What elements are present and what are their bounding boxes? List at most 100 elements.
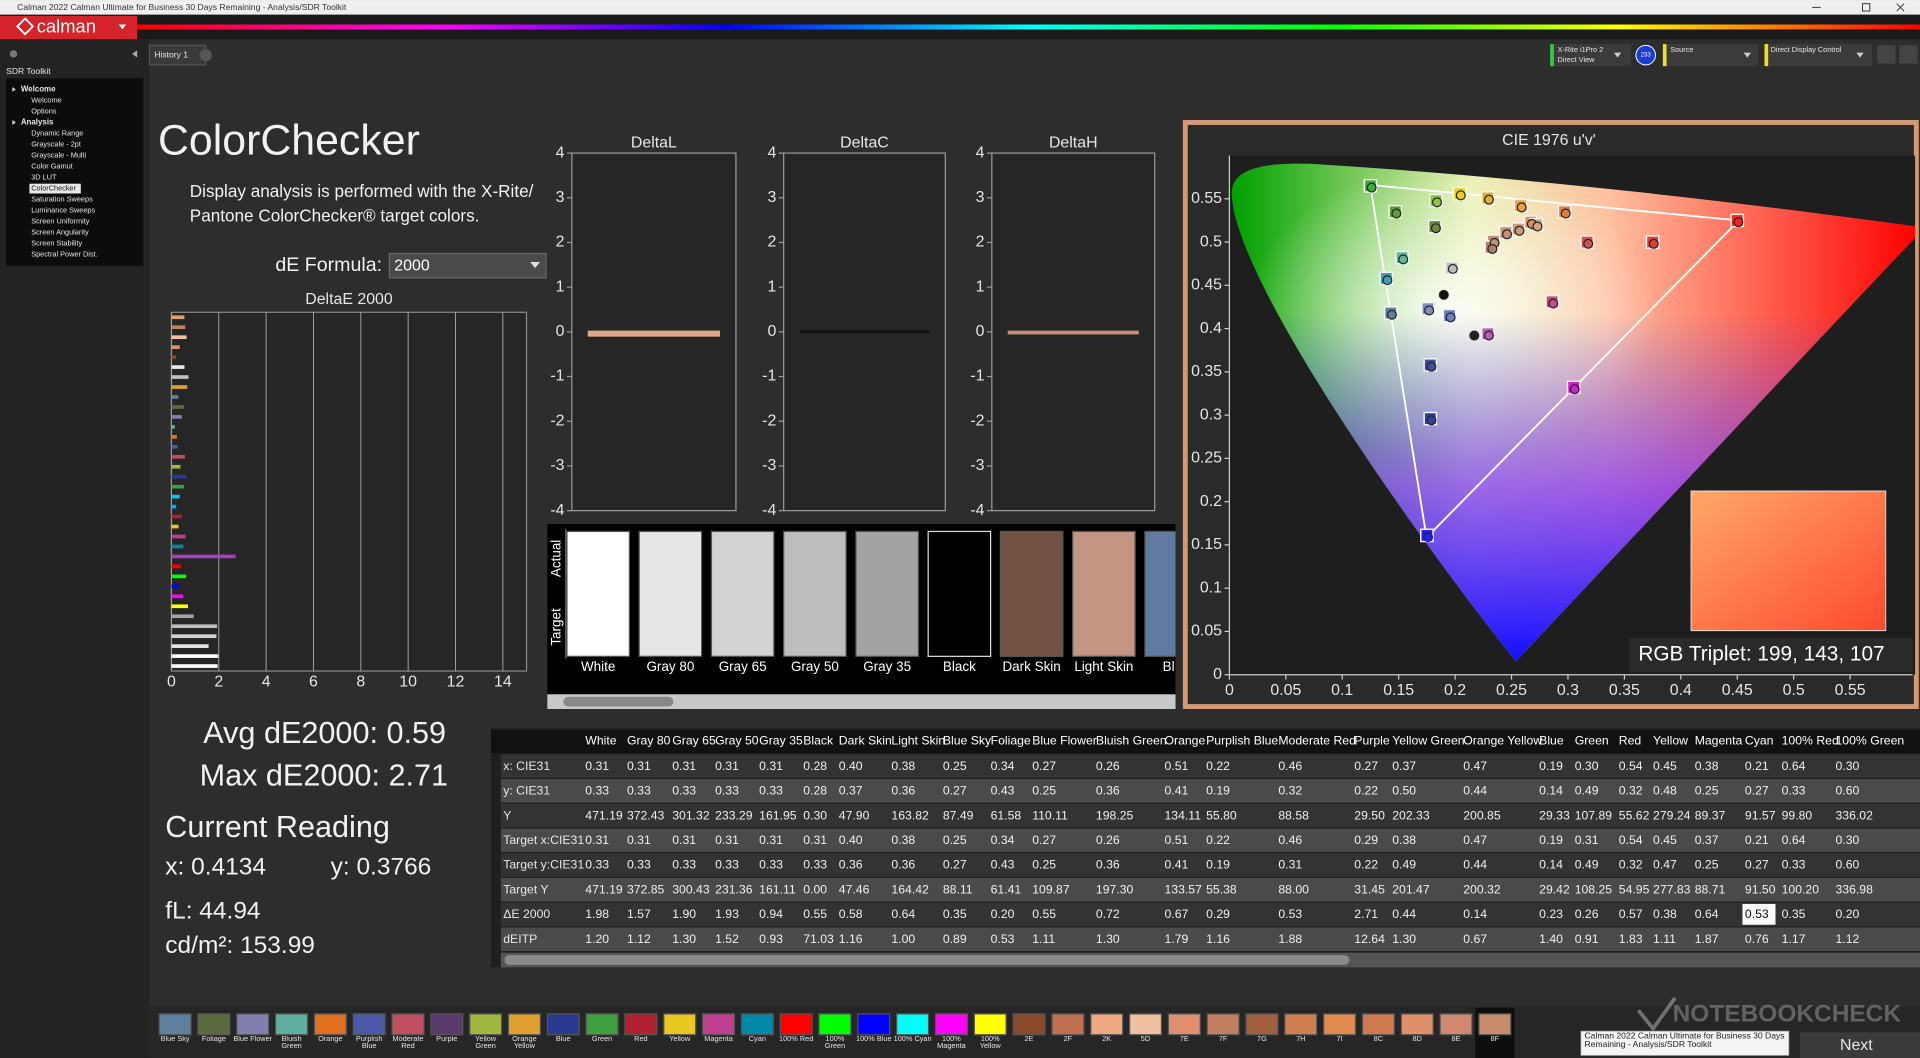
table-cell[interactable]: 0.38	[1653, 907, 1677, 921]
table-cell[interactable]: 0.55	[803, 907, 827, 921]
table-cell[interactable]: 61.41	[991, 882, 1022, 896]
patch[interactable]	[779, 1013, 813, 1036]
table-cell[interactable]: 71.03	[803, 932, 834, 946]
settings-button[interactable]	[1877, 45, 1896, 64]
table-cell[interactable]: 0.51	[1164, 759, 1188, 773]
table-cell[interactable]: 0.37	[1695, 833, 1719, 847]
table-cell[interactable]: 0.19	[1539, 833, 1563, 847]
table-cell[interactable]: 163.82	[891, 808, 929, 822]
table-cell[interactable]: 0.33	[1782, 858, 1806, 872]
table-cell[interactable]: 0.27	[1745, 784, 1769, 798]
table-cell[interactable]: 161.95	[759, 808, 797, 822]
table-cell[interactable]: 0.25	[943, 833, 967, 847]
table-cell[interactable]: 0.40	[839, 759, 863, 773]
table-cell[interactable]: 133.57	[1164, 882, 1202, 896]
table-cell[interactable]: 88.71	[1695, 882, 1726, 896]
table-cell[interactable]: 1.11	[1653, 932, 1676, 946]
table-cell[interactable]: 0.31	[759, 759, 783, 773]
table-cell[interactable]: 0.31	[759, 833, 783, 847]
table-cell[interactable]: 88.11	[943, 882, 973, 896]
tree-item[interactable]: Grayscale - Multi	[31, 150, 86, 159]
table-cell[interactable]: 1.12	[627, 932, 651, 946]
table-cell[interactable]: 1.17	[1782, 932, 1806, 946]
patch[interactable]	[857, 1013, 891, 1036]
table-cell[interactable]: 0.19	[1539, 759, 1563, 773]
table-cell[interactable]: 0.27	[1745, 858, 1769, 872]
table-cell[interactable]: 0.93	[759, 932, 783, 946]
table-cell[interactable]: 0.64	[1782, 759, 1806, 773]
patch[interactable]	[740, 1013, 774, 1036]
pin-icon[interactable]	[9, 50, 18, 58]
table-cell[interactable]: 0.22	[1206, 833, 1230, 847]
table-cell[interactable]: 372.43	[627, 808, 665, 822]
table-cell[interactable]: 0.21	[1745, 759, 1769, 773]
patch[interactable]	[236, 1013, 270, 1036]
table-cell[interactable]: 0.45	[1653, 833, 1677, 847]
table-cell[interactable]: 0.40	[839, 833, 863, 847]
patch[interactable]	[1167, 1013, 1201, 1036]
table-cell[interactable]: 0.48	[1653, 784, 1677, 798]
patch[interactable]	[1361, 1013, 1395, 1036]
table-cell[interactable]: 1.93	[715, 907, 739, 921]
table-cell[interactable]: 0.32	[1619, 858, 1643, 872]
table-cell[interactable]: 0.14	[1539, 784, 1563, 798]
table-cell[interactable]: 29.50	[1354, 808, 1385, 822]
table-cell[interactable]: 0.76	[1745, 932, 1769, 946]
patch[interactable]	[1439, 1013, 1473, 1036]
table-cell[interactable]: 0.27	[943, 784, 967, 798]
table-cell[interactable]: 0.26	[1096, 759, 1120, 773]
table-cell[interactable]: 0.36	[1096, 858, 1120, 872]
table-cell[interactable]: 0.33	[585, 784, 609, 798]
table-cell[interactable]: 55.80	[1206, 808, 1237, 822]
table-cell[interactable]: 0.45	[1653, 759, 1677, 773]
table-cell[interactable]: 0.44	[1392, 907, 1416, 921]
options-button[interactable]	[1899, 45, 1918, 64]
table-cell[interactable]: 0.60	[1836, 784, 1860, 798]
table-cell[interactable]: 29.33	[1539, 808, 1570, 822]
formula-value[interactable]: 2000	[394, 258, 430, 275]
table-cell[interactable]: 0.35	[1782, 907, 1806, 921]
table-cell[interactable]: 134.11	[1164, 808, 1201, 822]
table-cell[interactable]: 91.57	[1745, 808, 1776, 822]
add-tab[interactable]	[199, 49, 212, 62]
patch[interactable]	[896, 1013, 930, 1036]
table-cell[interactable]: 0.67	[1164, 907, 1188, 921]
table-cell[interactable]: 0.25	[1695, 858, 1719, 872]
table-cell[interactable]: 471.19	[585, 882, 623, 896]
table-cell[interactable]: 277.83	[1653, 882, 1691, 896]
table-cell[interactable]: 0.23	[1539, 907, 1563, 921]
table-cell[interactable]: 0.43	[991, 858, 1015, 872]
table-cell[interactable]: 0.14	[1539, 858, 1563, 872]
table-cell[interactable]: 336.02	[1836, 808, 1874, 822]
table-cell[interactable]: 0.26	[1096, 833, 1120, 847]
next-label[interactable]: Next	[1840, 1037, 1873, 1054]
table-cell[interactable]: 0.33	[1782, 784, 1806, 798]
tree-item[interactable]: Luminance Sweeps	[31, 206, 95, 215]
table-cell[interactable]: 0.44	[1463, 784, 1487, 798]
table-cell[interactable]: 0.37	[1392, 759, 1416, 773]
table-cell[interactable]: 0.47	[1463, 833, 1487, 847]
table-cell[interactable]: 55.38	[1206, 882, 1237, 896]
table-cell[interactable]: 0.30	[1836, 759, 1860, 773]
table-cell[interactable]: 336.98	[1836, 882, 1874, 896]
collapse-arrow[interactable]	[132, 50, 138, 58]
table-cell[interactable]: 0.19	[1206, 784, 1230, 798]
table-cell[interactable]: 198.25	[1096, 808, 1134, 822]
table-cell[interactable]: 47.46	[839, 882, 870, 896]
table-cell[interactable]: 0.34	[991, 759, 1015, 773]
table-cell[interactable]: 0.31	[672, 833, 696, 847]
table-cell[interactable]: 0.31	[715, 759, 739, 773]
table-cell[interactable]: 0.30	[803, 808, 827, 822]
table-cell[interactable]: 1.20	[585, 932, 609, 946]
table-cell[interactable]: 0.32	[1619, 784, 1643, 798]
source-box[interactable]	[1662, 44, 1759, 67]
table-cell[interactable]: 164.42	[891, 882, 929, 896]
table-cell[interactable]: 1.30	[1392, 932, 1416, 946]
table-cell[interactable]: 0.27	[1354, 759, 1378, 773]
table-cell[interactable]: 87.49	[943, 808, 974, 822]
table-cell[interactable]: 0.53	[1745, 907, 1769, 921]
table-cell[interactable]: 0.31	[1575, 833, 1599, 847]
table-cell[interactable]: 0.27	[943, 858, 967, 872]
table-cell[interactable]: 29.42	[1539, 882, 1570, 896]
patch[interactable]	[1284, 1013, 1318, 1036]
